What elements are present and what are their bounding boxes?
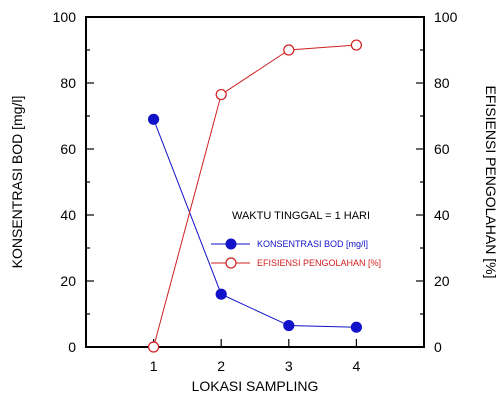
data-point-0-3 (350, 321, 362, 333)
y2-tick-label: 60 (434, 141, 450, 157)
y-tick-label: 0 (68, 339, 76, 355)
annotation: WAKTU TINGGAL = 1 HARI (232, 210, 370, 222)
y2-tick-label: 80 (434, 75, 450, 91)
x-axis-title: LOKASI SAMPLING (192, 378, 319, 394)
y-tick-label: 20 (60, 273, 76, 289)
series-layer (148, 39, 362, 353)
x-tick-label: 2 (217, 358, 225, 374)
plot-frame (85, 16, 425, 348)
legend: KONSENTRASI BOD [mg/l] EFISIENSI PENGOLA… (211, 238, 381, 269)
y2-tick-label: 20 (434, 273, 450, 289)
data-point-1-0 (148, 341, 160, 353)
data-point-0-2 (283, 319, 295, 332)
y-axis-title: KONSENTRASI BOD [mg/l] (9, 96, 25, 269)
legend-label-efisiensi: EFISIENSI PENGOLAHAN [%] (257, 258, 381, 268)
data-point-0-0 (148, 113, 160, 125)
y2-tick-label: 100 (434, 9, 458, 25)
data-point-1-1 (215, 88, 227, 101)
y2-tick-label: 0 (434, 339, 442, 355)
y2-axis-title: EFISIENSI PENGOLAHAN [%] (483, 86, 499, 279)
series-line-0 (153, 119, 357, 328)
axis-ticks (86, 16, 424, 348)
y-tick-label: 80 (60, 75, 76, 91)
data-point-0-1 (215, 288, 227, 300)
series-line-1 (153, 44, 357, 348)
x-tick-label: 3 (285, 358, 293, 374)
data-point-1-2 (283, 44, 295, 56)
tick-labels: 0 0 20 20 40 40 60 60 80 80 100 100 1 2 3 4 (53, 9, 458, 374)
x-tick-label: 1 (150, 358, 158, 374)
legend-marker-efisiensi (225, 257, 237, 269)
x-tick-label: 4 (353, 358, 361, 374)
legend-label-bod: KONSENTRASI BOD [mg/l] (257, 239, 368, 249)
y2-tick-label: 40 (434, 207, 450, 223)
y-tick-label: 100 (53, 9, 77, 25)
y-tick-label: 60 (60, 141, 76, 157)
legend-marker-bod (225, 238, 237, 250)
y-tick-label: 40 (60, 207, 76, 223)
data-point-1-3 (350, 39, 362, 51)
